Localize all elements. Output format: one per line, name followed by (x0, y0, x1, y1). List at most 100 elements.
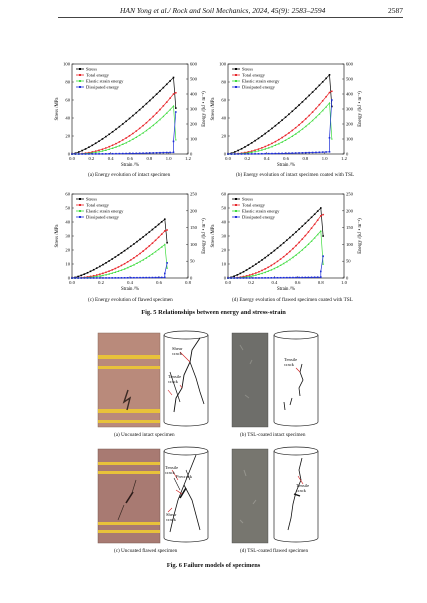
data-point (318, 112, 321, 115)
y-tick-label: 10 (221, 262, 226, 267)
data-point (74, 153, 77, 155)
label-a-shear: Shear crack (172, 346, 183, 356)
legend-marker (79, 204, 81, 206)
data-point (292, 276, 294, 279)
y-tick-label: 0 (224, 152, 227, 157)
data-point (261, 135, 263, 137)
data-point (254, 272, 257, 274)
data-point (288, 258, 291, 261)
data-point (301, 152, 304, 154)
data-point (125, 137, 128, 139)
data-point (175, 111, 177, 113)
x-tick-label: 0.6 (156, 280, 162, 285)
data-point (277, 122, 280, 124)
data-point (129, 265, 132, 268)
data-point (254, 153, 256, 155)
y2-tick-label: 0 (346, 152, 349, 157)
data-point (164, 276, 166, 279)
data-point (117, 254, 120, 256)
legend-marker (79, 216, 81, 218)
data-point (248, 274, 251, 276)
data-point (155, 152, 158, 154)
y-tick-label: 40 (221, 116, 226, 121)
data-point (152, 152, 154, 154)
fig6-b-caption: (b) TSL-coated intact specimen (240, 432, 306, 438)
data-point (172, 93, 175, 95)
data-point (308, 114, 311, 117)
data-point (247, 151, 250, 154)
y2-tick-label: 0 (190, 152, 193, 157)
data-point (166, 241, 168, 244)
data-point (151, 252, 154, 255)
x-tick-label: 0.0 (69, 280, 75, 285)
data-point (108, 260, 110, 262)
data-point (101, 149, 104, 152)
data-point (322, 255, 324, 257)
legend-label: Total energy (242, 73, 266, 78)
y2-axis-label: Energy /(kJ • m⁻³) (357, 218, 363, 254)
data-point (291, 110, 294, 113)
y-tick-label: 20 (65, 248, 70, 253)
data-point (138, 134, 141, 136)
data-point (315, 107, 317, 110)
data-point (307, 276, 310, 279)
data-point (89, 270, 92, 273)
data-point (322, 262, 325, 265)
y-axis-label: Stress /MPa (211, 97, 216, 121)
data-point (98, 149, 100, 152)
data-point (160, 245, 163, 248)
data-point (118, 125, 121, 128)
y-axis-label: Stress /MPa (55, 97, 60, 121)
data-point (115, 152, 117, 155)
photo-tsl-flawed (231, 448, 269, 544)
data-point (172, 76, 175, 79)
data-point (242, 270, 245, 273)
y2-tick-label: 50 (346, 259, 351, 264)
data-point (94, 151, 97, 154)
data-point (264, 256, 266, 259)
x-tick-label: 0.8 (302, 156, 308, 161)
data-point (165, 101, 168, 103)
legend-marker (235, 198, 237, 200)
data-point (136, 254, 138, 257)
data-point (98, 140, 100, 142)
data-point (285, 253, 288, 256)
data-point (328, 102, 331, 104)
data-point (288, 250, 291, 253)
data-point (295, 244, 297, 247)
data-point (248, 267, 251, 269)
y-tick-label: 40 (65, 116, 70, 121)
legend-marker (79, 198, 81, 200)
fig6-d-caption: (d) TSL-coated flawed specimen (240, 548, 309, 554)
data-point (267, 130, 270, 132)
data-point (86, 271, 89, 274)
data-point (111, 152, 114, 155)
data-point (294, 126, 297, 129)
data-point (174, 91, 177, 94)
y-axis-label: Stress /MPa (211, 224, 216, 248)
sketch-uncoated-flawed (163, 446, 209, 543)
data-point (98, 153, 100, 155)
data-point (115, 128, 117, 131)
data-point (155, 121, 158, 124)
data-point (121, 152, 124, 155)
data-point (328, 91, 331, 94)
data-point (157, 236, 160, 239)
data-point (261, 152, 263, 155)
y2-tick-label: 100 (346, 242, 354, 247)
y2-tick-label: 200 (346, 208, 354, 213)
data-point (298, 228, 300, 230)
data-point (145, 256, 148, 259)
data-point (271, 142, 273, 145)
data-point (175, 107, 177, 109)
data-point (91, 144, 94, 147)
data-point (148, 231, 151, 233)
y2-tick-label: 400 (190, 92, 198, 97)
data-point (94, 150, 97, 153)
data-point (148, 126, 151, 129)
data-point (250, 153, 253, 155)
data-point (319, 214, 322, 217)
data-point (255, 263, 257, 266)
data-point (135, 152, 138, 155)
legend-marker (235, 210, 237, 212)
